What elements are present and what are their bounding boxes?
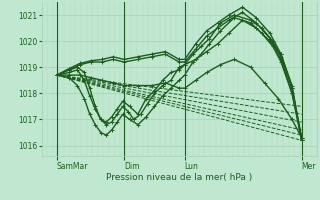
X-axis label: Pression niveau de la mer( hPa ): Pression niveau de la mer( hPa )	[106, 173, 252, 182]
